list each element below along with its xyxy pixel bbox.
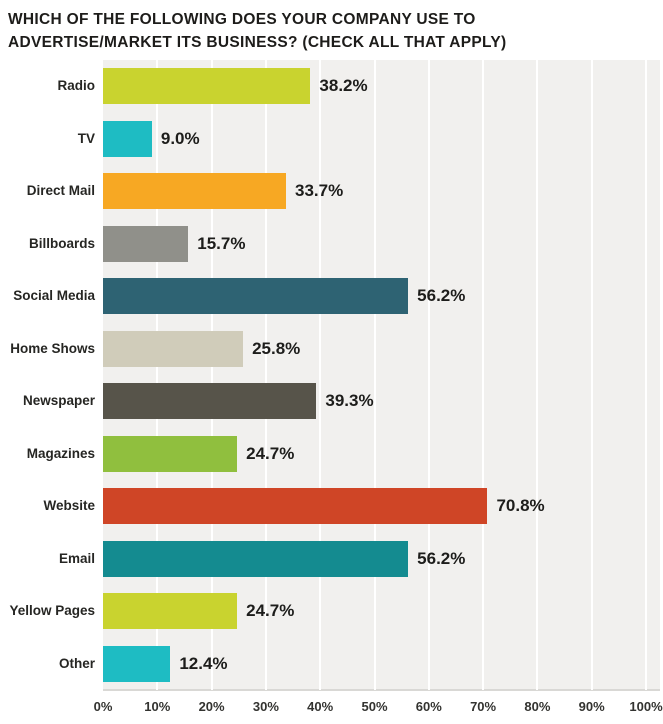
category-label-magazines: Magazines bbox=[26, 445, 95, 461]
gridline-60% bbox=[427, 60, 430, 690]
tick-label-100%: 100% bbox=[629, 699, 663, 714]
bar-magazines bbox=[103, 435, 238, 472]
category-label-email: Email bbox=[58, 550, 95, 566]
tick-label-90%: 90% bbox=[578, 699, 605, 714]
bar-email bbox=[103, 540, 409, 577]
bar-yellow-pages bbox=[103, 593, 238, 630]
bar-radio bbox=[103, 68, 311, 105]
category-label-social-media: Social Media bbox=[13, 288, 95, 304]
bar-direct-mail bbox=[103, 173, 286, 210]
bar-tv bbox=[103, 120, 152, 157]
category-label-other: Other bbox=[58, 655, 95, 671]
plot-area: 38.2% 9.0% 33.7% 15.7% 56.2% 25.8% 39.3% 24.7% 7… bbox=[103, 60, 660, 691]
category-label-tv: TV bbox=[77, 130, 95, 146]
category-label-radio: Radio bbox=[57, 78, 95, 94]
value-label-website: 70.8% bbox=[496, 496, 545, 516]
category-label-yellow-pages: Yellow Pages bbox=[9, 603, 95, 619]
tick-label-0%: 0% bbox=[93, 699, 113, 714]
category-label-home-shows: Home Shows bbox=[10, 340, 95, 356]
tick-label-60%: 60% bbox=[415, 699, 442, 714]
bar-other bbox=[103, 645, 171, 682]
bar-website bbox=[103, 488, 488, 525]
tick-label-10%: 10% bbox=[144, 699, 171, 714]
category-label-newspaper: Newspaper bbox=[22, 393, 95, 409]
category-label-billboards: Billboards bbox=[28, 235, 95, 251]
value-label-direct-mail: 33.7% bbox=[294, 181, 344, 201]
bar-billboards bbox=[103, 225, 189, 262]
value-label-magazines: 24.7% bbox=[246, 443, 295, 463]
category-label-direct-mail: Direct Mail bbox=[26, 183, 95, 199]
gridline-20% bbox=[210, 60, 213, 690]
gridline-10% bbox=[156, 60, 159, 690]
value-label-yellow-pages: 24.7% bbox=[246, 601, 295, 621]
category-label-website: Website bbox=[43, 498, 95, 514]
bar-newspaper bbox=[103, 383, 317, 420]
value-label-radio: 38.2% bbox=[319, 76, 368, 96]
chart-title: WHICH OF THE FOLLOWING DOES YOUR COMPANY… bbox=[8, 8, 648, 54]
value-label-home-shows: 25.8% bbox=[252, 338, 301, 358]
bar-social-media bbox=[103, 278, 409, 315]
plot-background bbox=[103, 60, 660, 690]
value-label-billboards: 15.7% bbox=[197, 233, 246, 253]
value-label-social-media: 56.2% bbox=[417, 286, 466, 306]
gridline-90% bbox=[590, 60, 593, 690]
gridline-80% bbox=[536, 60, 539, 690]
chart-title-line2: ADVERTISE/MARKET ITS BUSINESS? (CHECK AL… bbox=[8, 34, 507, 51]
value-label-email: 56.2% bbox=[417, 548, 466, 568]
tick-label-40%: 40% bbox=[307, 699, 334, 714]
bar-home-shows bbox=[103, 330, 244, 367]
tick-label-80%: 80% bbox=[524, 699, 551, 714]
value-label-tv: 9.0% bbox=[160, 128, 200, 148]
tick-label-30%: 30% bbox=[252, 699, 279, 714]
x-axis-line bbox=[103, 689, 660, 691]
tick-label-70%: 70% bbox=[470, 699, 497, 714]
gridline-30% bbox=[264, 60, 267, 690]
gridline-70% bbox=[482, 60, 485, 690]
tick-label-20%: 20% bbox=[198, 699, 225, 714]
chart-title-line1: WHICH OF THE FOLLOWING DOES YOUR COMPANY… bbox=[8, 11, 476, 28]
gridline-100% bbox=[645, 60, 647, 690]
value-label-newspaper: 39.3% bbox=[325, 391, 374, 411]
tick-label-50%: 50% bbox=[361, 699, 388, 714]
gridline-40% bbox=[319, 60, 322, 690]
gridline-50% bbox=[373, 60, 376, 690]
value-label-other: 12.4% bbox=[179, 653, 228, 673]
